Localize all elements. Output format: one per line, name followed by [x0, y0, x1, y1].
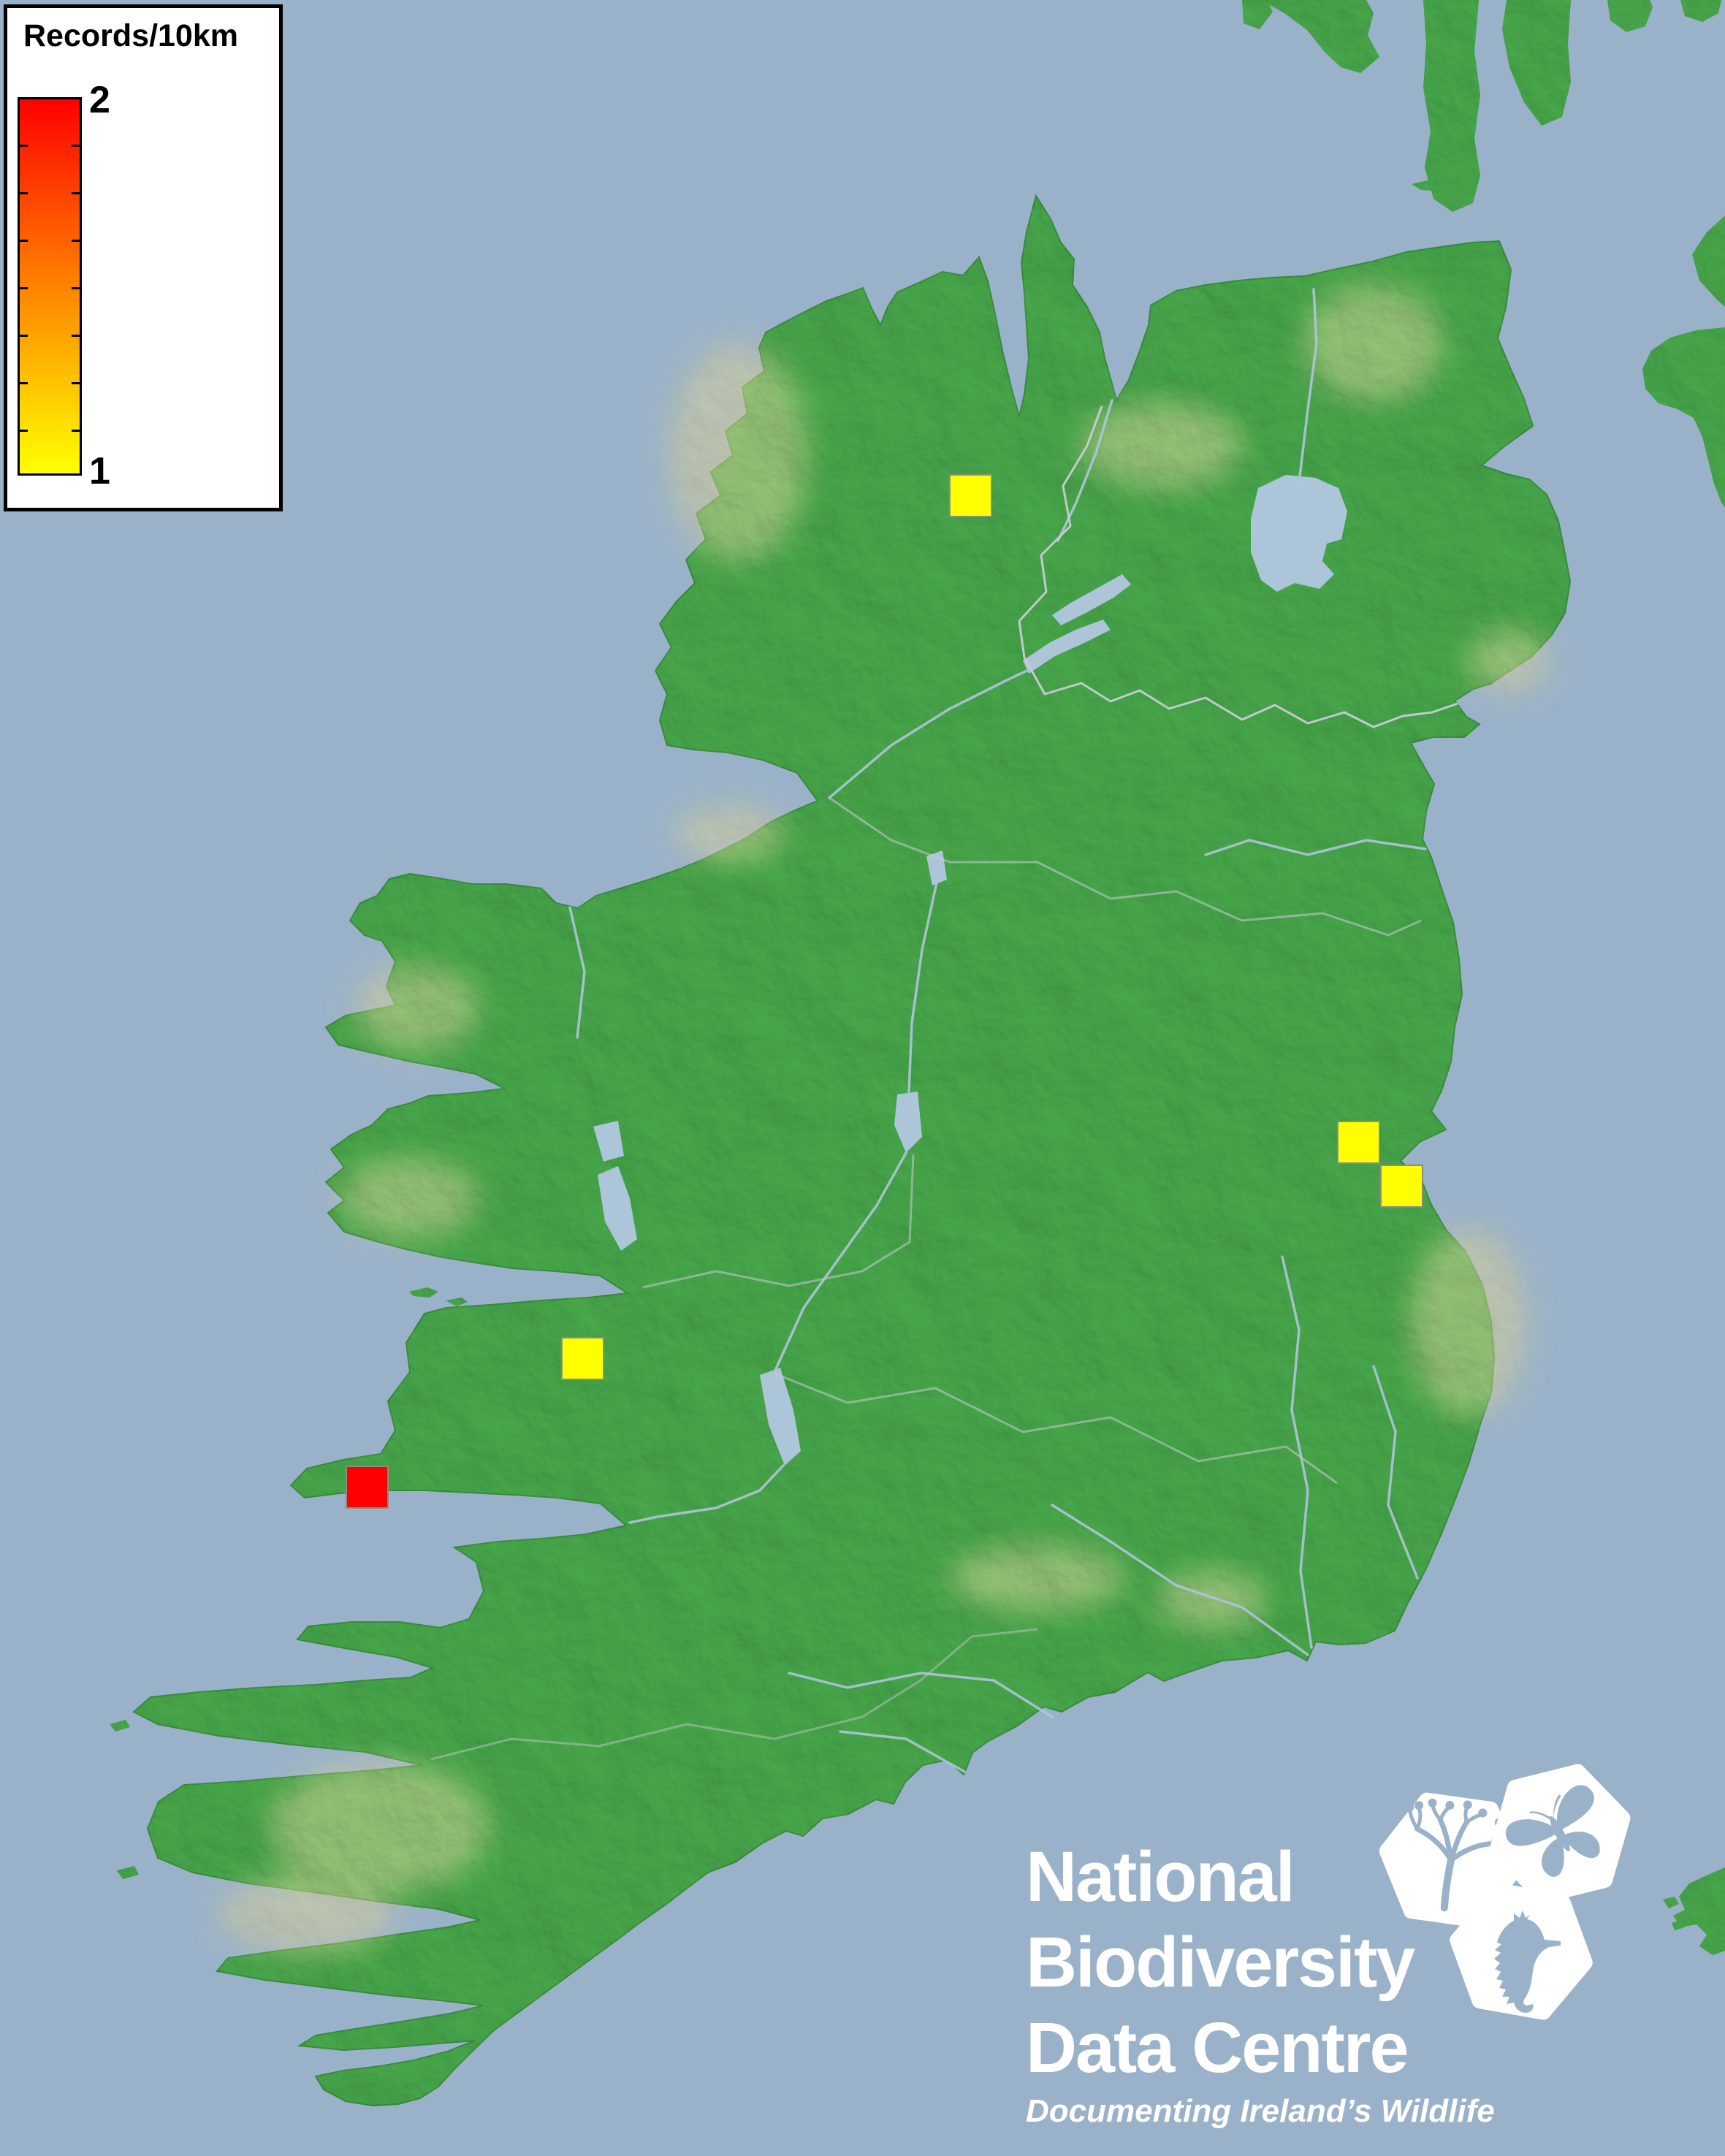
- wales-anglesey-coast: [1673, 1867, 1725, 1955]
- legend: Records/10km 2 1: [4, 4, 283, 511]
- river-shannon-lower: [628, 1464, 785, 1524]
- lough-derg: [760, 1368, 801, 1466]
- lough-erne-lower: [1052, 574, 1131, 625]
- river-suir: [1051, 1504, 1309, 1656]
- scotland-islay: [1242, 0, 1273, 29]
- blasket-islet: [110, 1720, 130, 1732]
- legend-max-label: 2: [89, 79, 110, 121]
- river-erne: [828, 666, 1035, 799]
- upland-tints: [219, 285, 1549, 1954]
- scotland-bute: [1607, 0, 1653, 32]
- rathlin-island: [1412, 177, 1461, 191]
- aran-island-1: [409, 1287, 438, 1298]
- river-bann: [1298, 288, 1318, 484]
- lough-mask: [593, 1121, 624, 1162]
- scotland-kintyre: [1423, 0, 1480, 212]
- grid-square-dublin-south[interactable]: [1380, 1165, 1423, 1208]
- scotland-galloway: [1642, 327, 1725, 508]
- river-shannon-mid: [773, 1151, 907, 1374]
- nbdc-logo-hexagons: [1379, 1764, 1631, 2020]
- lakes: [593, 475, 1347, 1466]
- province-line-south: [774, 1372, 1338, 1485]
- grid-square-donegal[interactable]: [949, 474, 992, 517]
- landmasses: [110, 0, 1725, 2107]
- lough-erne-upper: [1023, 620, 1111, 674]
- ni-border: [1018, 405, 1458, 728]
- scotland-ayrshire-coast: [1692, 216, 1725, 307]
- nbdc-logo: National Biodiversity Data Centre Docume…: [1026, 1764, 1705, 2142]
- county-line-munster: [430, 1628, 1038, 1761]
- rivers: [568, 288, 1427, 1773]
- seahorse-icon: [1494, 1911, 1561, 2013]
- grid-square-shannon-mouth[interactable]: [346, 1466, 389, 1509]
- river-slaney: [1372, 1365, 1419, 1580]
- lough-ree: [894, 1092, 922, 1153]
- scotland-jura: [1260, 0, 1379, 73]
- legend-gradient-bar: [18, 97, 82, 476]
- scotland-arran: [1502, 0, 1571, 126]
- logo-line-1: National: [1026, 1837, 1295, 1916]
- aran-island-3: [473, 1305, 494, 1313]
- grid-square-clare[interactable]: [561, 1337, 604, 1380]
- legend-min-label: 1: [89, 450, 110, 492]
- logo-line-2: Biodiversity: [1026, 1922, 1415, 2002]
- province-line-west: [642, 1154, 915, 1289]
- logo-line-3: Data Centre: [1026, 2008, 1409, 2087]
- valentia-islet: [117, 1866, 139, 1879]
- river-blackwater: [788, 1672, 1054, 1718]
- aran-island-2: [446, 1298, 468, 1306]
- grid-square-dublin-north[interactable]: [1337, 1121, 1380, 1164]
- butterfly-icon: [1505, 1785, 1600, 1877]
- legend-title: Records/10km: [23, 18, 238, 53]
- river-moy: [568, 906, 586, 1039]
- logo-tagline: Documenting Ireland’s Wildlife: [1026, 2093, 1495, 2129]
- river-lee: [839, 1730, 966, 1773]
- river-boyne: [1204, 839, 1427, 856]
- boundaries: [430, 405, 1458, 1761]
- river-shannon-upper: [907, 881, 938, 1093]
- river-barrow: [1281, 1255, 1313, 1649]
- wales-islet-1: [1663, 1897, 1679, 1908]
- wales-islet-2: [1672, 1920, 1685, 1930]
- lough-corrib: [598, 1166, 637, 1251]
- scotland-cumbrae: [1680, 0, 1721, 22]
- province-line-north: [829, 796, 1422, 937]
- lough-neagh: [1251, 475, 1347, 592]
- river-foyle: [1056, 399, 1113, 542]
